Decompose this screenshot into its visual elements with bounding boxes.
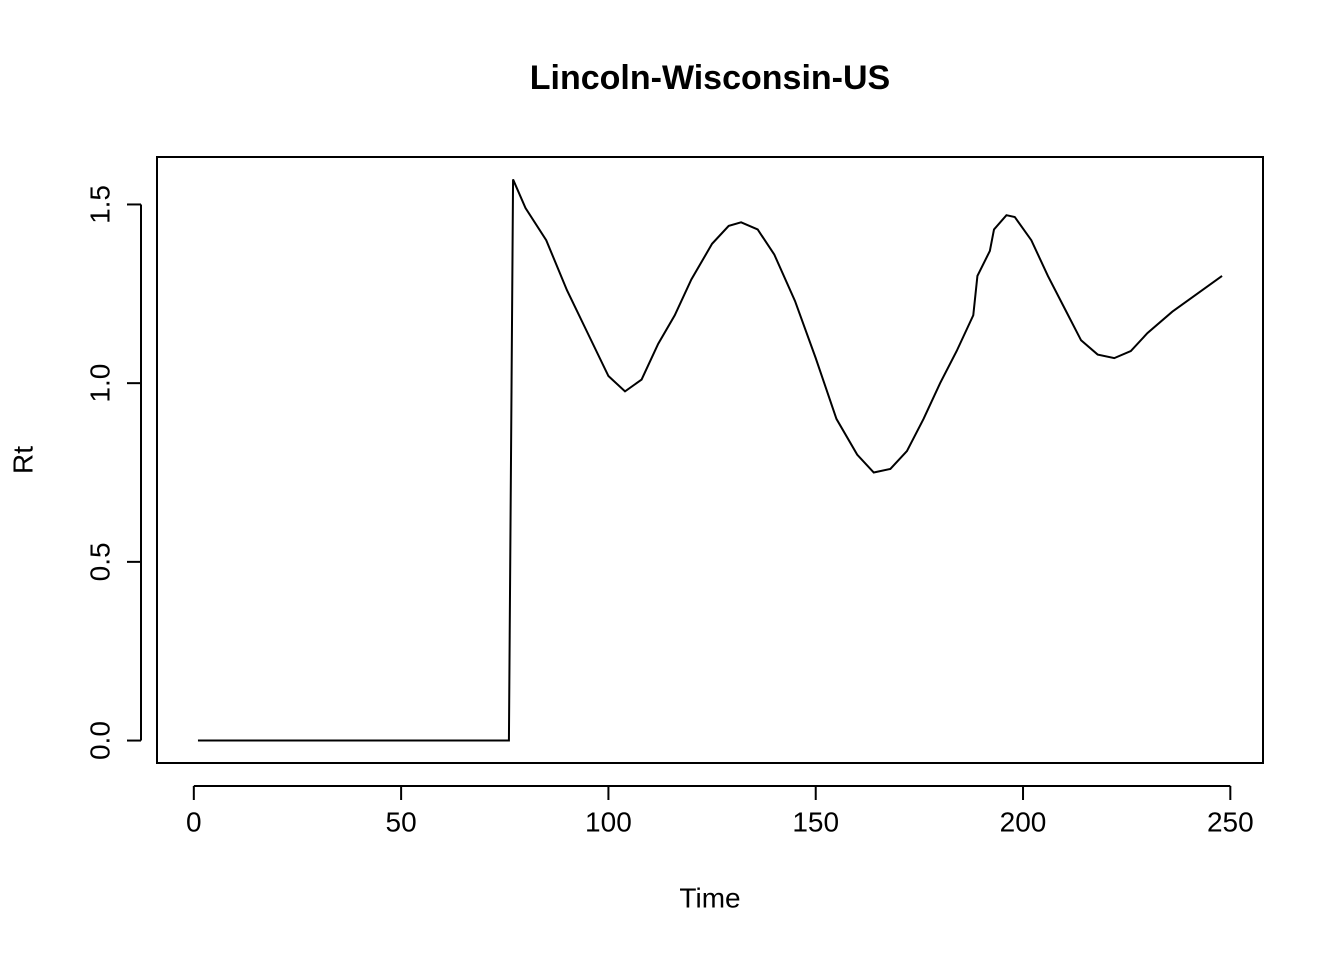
y-tick-label: 0.0: [84, 721, 115, 760]
x-tick-label: 0: [186, 806, 202, 837]
x-tick-label: 150: [792, 806, 839, 837]
y-tick-label: 1.0: [84, 364, 115, 403]
y-tick-label: 0.5: [84, 542, 115, 581]
plot-frame: [156, 156, 1264, 764]
x-tick-label: 100: [585, 806, 632, 837]
x-tick-label: 50: [386, 806, 417, 837]
y-axis-label: Rt: [7, 446, 38, 474]
x-tick-label: 200: [1000, 806, 1047, 837]
chart-title: Lincoln-Wisconsin-US: [530, 59, 890, 97]
x-tick-label: 250: [1207, 806, 1254, 837]
series-line: [197, 179, 1223, 742]
y-tick-label: 1.5: [84, 185, 115, 224]
x-axis-label: Time: [679, 882, 740, 913]
